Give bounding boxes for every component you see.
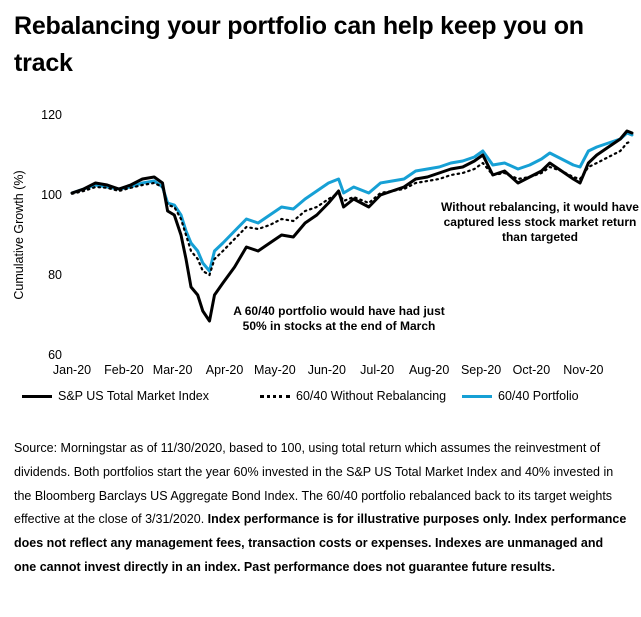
legend-item-norb: 60/40 Without Rebalancing [260, 389, 446, 403]
series-line-sp-total-market [70, 129, 634, 323]
legend: S&P US Total Market Index 60/40 Without … [22, 386, 632, 408]
annotation-rebalance-line: than targeted [502, 230, 578, 244]
x-tick-label: Sep-20 [461, 363, 501, 377]
legend-label-sp: S&P US Total Market Index [58, 389, 210, 403]
y-tick-label: 80 [48, 268, 62, 282]
x-tick-label: May-20 [254, 363, 296, 377]
legend-item-port: 60/40 Portfolio [462, 389, 579, 403]
x-tick-label: Nov-20 [563, 363, 603, 377]
y-tick-label: 120 [41, 108, 62, 122]
chart-canvas: 60 80 100 120 Cumulative Growth (%) Jan-20 Fe… [12, 108, 639, 377]
annotation-march-line: 50% in stocks at the end of March [243, 319, 436, 333]
x-tick-label: Oct-20 [513, 363, 551, 377]
x-axis: Jan-20 Feb-20 Mar-20 Apr-20 May-20 Jun-20 Jul-… [53, 363, 604, 377]
y-tick-label: 60 [48, 348, 62, 362]
annotation-layer: A 60/40 portfolio would have had just50%… [233, 200, 639, 333]
series-line-6040-portfolio [70, 131, 634, 273]
source-disclaimer: Index performance is for illustrative pu… [14, 512, 627, 574]
x-tick-label: Jan-20 [53, 363, 91, 377]
legend-item-sp: S&P US Total Market Index [22, 389, 209, 403]
y-axis-label: Cumulative Growth (%) [12, 170, 26, 299]
annotation-rebalance-line: Without rebalancing, it would have [441, 200, 639, 214]
source-text: Source: Morningstar as of 11/30/2020, ba… [14, 441, 614, 527]
chart-title: Rebalancing your portfolio can help keep… [14, 12, 584, 77]
y-axis: 60 80 100 120 Cumulative Growth (%) [12, 108, 62, 362]
legend-swatch-sp [22, 394, 52, 398]
source-note: Source: Morningstar as of 11/30/2020, ba… [14, 437, 628, 580]
legend-label-port: 60/40 Portfolio [498, 389, 579, 403]
annotation-march-line: A 60/40 portfolio would have had just [233, 304, 445, 318]
legend-swatch-port [462, 394, 492, 398]
x-tick-label: Feb-20 [104, 363, 144, 377]
legend-label-norb: 60/40 Without Rebalancing [296, 389, 447, 403]
x-tick-label: Mar-20 [153, 363, 193, 377]
legend-swatch-norb [260, 394, 290, 398]
series-layer [70, 129, 634, 323]
x-tick-label: Aug-20 [409, 363, 449, 377]
annotation-rebalance-line: captured less stock market return [444, 215, 637, 229]
y-tick-label: 100 [41, 188, 62, 202]
x-tick-label: Jun-20 [308, 363, 346, 377]
x-tick-label: Jul-20 [360, 363, 394, 377]
x-tick-label: Apr-20 [206, 363, 244, 377]
